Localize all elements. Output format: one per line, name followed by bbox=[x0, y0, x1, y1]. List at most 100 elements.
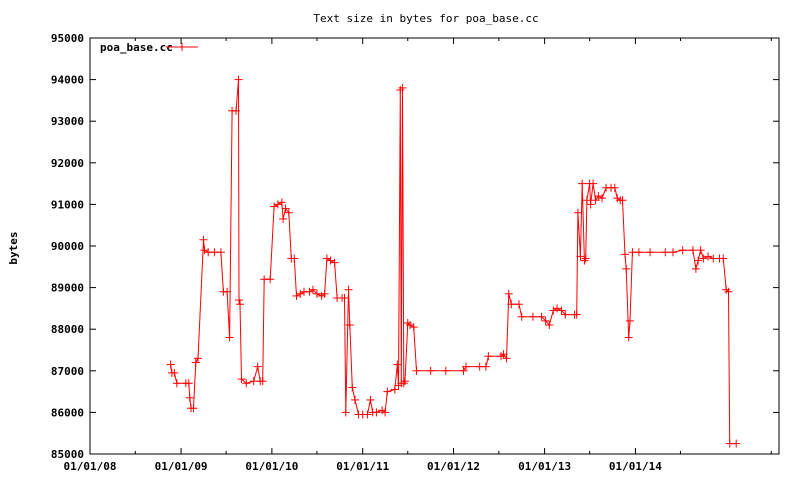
data-point bbox=[292, 291, 301, 300]
y-tick-label: 86000 bbox=[51, 406, 84, 419]
plot-frame bbox=[89, 37, 780, 455]
data-point bbox=[719, 254, 728, 263]
data-point bbox=[330, 258, 339, 267]
data-point bbox=[305, 287, 314, 296]
data-point bbox=[340, 294, 349, 302]
data-point bbox=[312, 289, 321, 298]
data-point bbox=[322, 254, 331, 263]
data-point bbox=[170, 368, 179, 377]
y-tick-label: 90000 bbox=[51, 240, 84, 253]
data-point bbox=[405, 321, 414, 330]
data-point bbox=[270, 202, 279, 211]
data-point bbox=[189, 404, 198, 413]
data-point bbox=[172, 379, 181, 388]
data-point bbox=[537, 312, 546, 321]
data-point bbox=[426, 366, 435, 375]
data-point bbox=[634, 248, 643, 257]
data-point bbox=[216, 248, 225, 257]
legend: poa_base.cc bbox=[100, 41, 198, 54]
data-point bbox=[724, 287, 733, 296]
legend-marker bbox=[178, 43, 186, 51]
data-point bbox=[622, 264, 631, 273]
data-point bbox=[200, 246, 209, 255]
data-point bbox=[234, 75, 243, 84]
data-point bbox=[363, 410, 372, 419]
data-point bbox=[549, 306, 558, 315]
data-point bbox=[541, 316, 550, 325]
data-point bbox=[484, 352, 493, 361]
data-point bbox=[290, 254, 299, 263]
data-point bbox=[661, 248, 670, 257]
data-point bbox=[235, 296, 244, 305]
y-tick-group: 85000 86000 87000 88000 89000 90000 91000 92000… bbox=[51, 32, 779, 461]
data-point bbox=[582, 196, 591, 205]
data-point bbox=[504, 289, 513, 298]
data-point bbox=[578, 179, 587, 188]
legend-label: poa_base.cc bbox=[100, 41, 173, 54]
data-point bbox=[281, 204, 290, 213]
y-tick-label: 87000 bbox=[51, 365, 84, 378]
data-point bbox=[345, 321, 354, 330]
data-point bbox=[441, 366, 450, 375]
data-point bbox=[557, 306, 566, 315]
y-tick-label: 93000 bbox=[51, 115, 84, 128]
data-point bbox=[258, 377, 267, 386]
data-point bbox=[326, 256, 335, 265]
data-point bbox=[688, 246, 697, 255]
data-point bbox=[618, 196, 627, 205]
data-point bbox=[594, 192, 603, 201]
x-tick-label: 01/01/11 bbox=[336, 460, 389, 473]
data-point bbox=[398, 83, 407, 92]
y-tick-label: 92000 bbox=[51, 157, 84, 170]
chart-title: Text size in bytes for poa_base.cc bbox=[313, 12, 538, 25]
data-point bbox=[694, 256, 703, 265]
y-tick-label: 85000 bbox=[51, 448, 84, 461]
data-point bbox=[610, 183, 619, 192]
data-point bbox=[193, 354, 202, 363]
y-tick-label: 94000 bbox=[51, 74, 84, 87]
data-point bbox=[699, 254, 708, 263]
data-point bbox=[580, 256, 589, 265]
data-point bbox=[223, 287, 232, 296]
data-point bbox=[390, 385, 399, 394]
data-point bbox=[581, 254, 590, 263]
data-point bbox=[184, 379, 193, 388]
x-tick-group: 01/01/08 01/01/09 01/01/10 01/01/11 01/01/12… bbox=[64, 38, 772, 473]
data-point bbox=[242, 379, 251, 388]
data-point bbox=[348, 383, 357, 392]
data-point bbox=[678, 246, 687, 255]
data-point bbox=[383, 387, 392, 396]
data-point bbox=[253, 362, 262, 371]
data-point bbox=[366, 395, 375, 404]
data-point bbox=[646, 248, 655, 257]
data-point bbox=[351, 395, 359, 404]
x-tick-label: 01/01/14 bbox=[609, 460, 662, 473]
data-point bbox=[372, 408, 381, 417]
data-point bbox=[381, 408, 390, 417]
data-point bbox=[572, 310, 581, 319]
data-point bbox=[553, 304, 562, 313]
data-point bbox=[514, 300, 523, 309]
data-point bbox=[481, 362, 490, 371]
data-point bbox=[393, 360, 402, 369]
data-point bbox=[461, 362, 470, 371]
data-point bbox=[279, 214, 288, 223]
data-point bbox=[399, 379, 408, 388]
data-point bbox=[517, 312, 526, 321]
data-point bbox=[409, 323, 418, 332]
data-point bbox=[598, 194, 607, 203]
data-point bbox=[191, 358, 200, 367]
data-point bbox=[185, 393, 194, 402]
data-point bbox=[401, 377, 410, 386]
data-point bbox=[225, 333, 234, 342]
data-point bbox=[166, 360, 175, 369]
data-point bbox=[412, 366, 421, 375]
y-tick-label: 89000 bbox=[51, 282, 84, 295]
data-point bbox=[266, 275, 275, 284]
y-tick-label: 95000 bbox=[51, 32, 84, 45]
data-point bbox=[620, 250, 629, 259]
data-point bbox=[545, 321, 554, 330]
data-point bbox=[284, 208, 293, 217]
